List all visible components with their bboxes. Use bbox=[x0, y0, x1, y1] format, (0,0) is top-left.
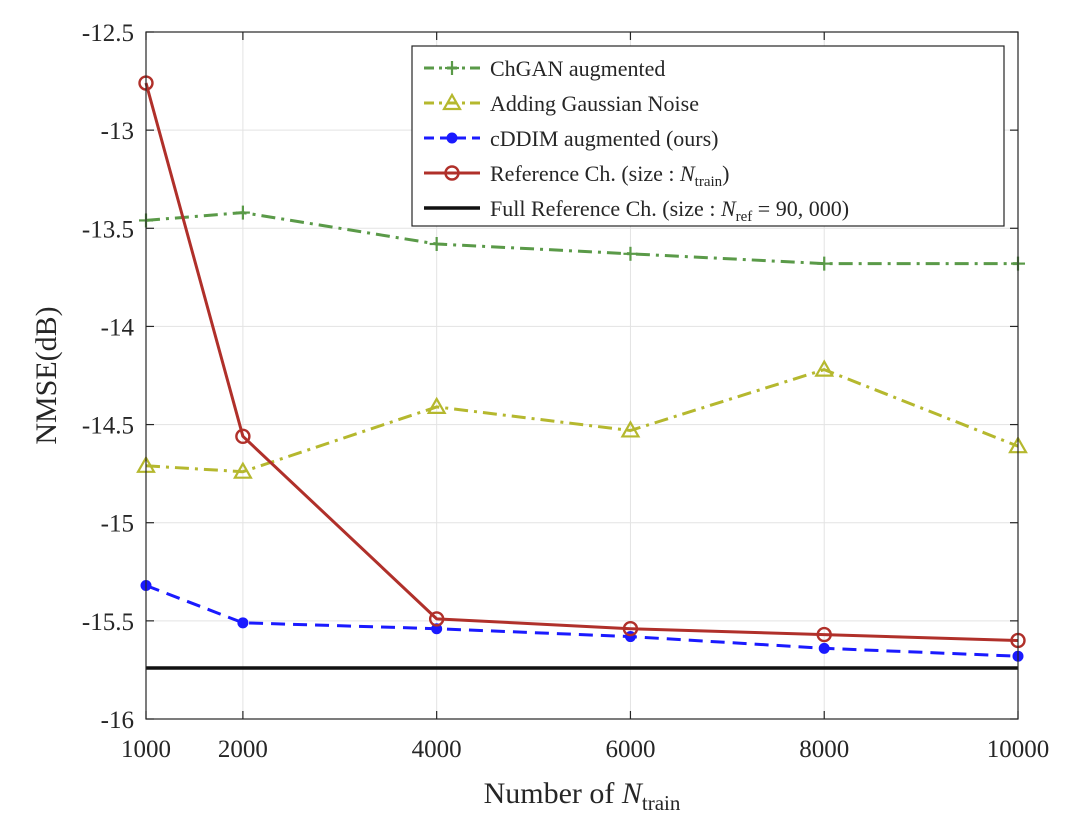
triangle-marker bbox=[426, 396, 447, 415]
circle-marker bbox=[428, 611, 445, 627]
label-layer: 1000 2000 4000 6000 8000 10000 -12.5 -13 -13.5 -1… bbox=[30, 20, 1049, 815]
circle-marker bbox=[444, 165, 460, 181]
dot-marker bbox=[818, 642, 830, 654]
x-tick-label: 2000 bbox=[218, 736, 268, 763]
series-layer bbox=[136, 75, 1028, 670]
legend-item: Reference Ch. (size : Ntrain) bbox=[424, 161, 729, 190]
y-tick-label: -16 bbox=[101, 707, 134, 734]
circle-marker bbox=[816, 626, 832, 643]
plus-marker bbox=[623, 246, 638, 261]
x-tick-label: 6000 bbox=[605, 736, 655, 763]
triangle-marker bbox=[442, 92, 462, 111]
plot-frame bbox=[145, 31, 1019, 720]
legend-label: cDDIM augmented (ours) bbox=[490, 126, 719, 151]
series-line bbox=[145, 211, 1018, 266]
legend-item: ChGAN augmented bbox=[424, 56, 665, 81]
y-tick-label: -14 bbox=[101, 314, 135, 341]
series-line bbox=[144, 82, 1019, 642]
y-tick-label: -15.5 bbox=[82, 609, 134, 636]
y-tick-label: -14.5 bbox=[82, 413, 134, 440]
dot-marker bbox=[431, 623, 443, 635]
legend-item: Adding Gaussian Noise bbox=[424, 91, 699, 116]
legend-label: Adding Gaussian Noise bbox=[490, 91, 699, 116]
triangle-marker bbox=[232, 461, 253, 479]
legend-box bbox=[411, 45, 1005, 227]
legend-item: cDDIM augmented (ours) bbox=[424, 126, 719, 151]
plus-marker bbox=[429, 236, 444, 251]
x-axis-label: Number of Ntrain bbox=[484, 777, 681, 815]
dot-marker bbox=[446, 132, 458, 144]
plus-marker bbox=[445, 61, 459, 75]
y-tick-label: -12.5 bbox=[82, 20, 134, 47]
x-tick-label: 8000 bbox=[799, 736, 849, 763]
x-tick-label: 4000 bbox=[412, 736, 462, 763]
circle-marker bbox=[235, 428, 251, 445]
series-1 bbox=[136, 359, 1028, 479]
y-tick-label: -13.5 bbox=[82, 216, 134, 243]
legend-item: Full Reference Ch. (size : Nref = 90, 00… bbox=[424, 196, 849, 225]
circle-marker bbox=[622, 621, 639, 637]
legend-label: Reference Ch. (size : Ntrain) bbox=[490, 161, 729, 190]
y-axis-label: NMSE(dB) bbox=[30, 306, 63, 444]
legend: ChGAN augmented Adding Gaussian Noise cDDI… bbox=[411, 45, 1005, 227]
y-tick-label: -15 bbox=[101, 511, 134, 538]
series-line bbox=[145, 368, 1019, 474]
legend-label: ChGAN augmented bbox=[490, 56, 665, 81]
legend-label: Full Reference Ch. (size : Nref = 90, 00… bbox=[490, 196, 849, 225]
y-tick-label: -13 bbox=[101, 118, 134, 145]
x-tick-label: 1000 bbox=[121, 736, 171, 763]
triangle-marker bbox=[814, 359, 835, 377]
tick-layer bbox=[145, 31, 1019, 720]
plus-marker bbox=[235, 205, 250, 220]
plus-marker bbox=[817, 256, 832, 271]
dot-marker bbox=[237, 617, 249, 629]
x-tick-label: 10000 bbox=[987, 736, 1050, 763]
triangle-marker bbox=[620, 420, 641, 438]
